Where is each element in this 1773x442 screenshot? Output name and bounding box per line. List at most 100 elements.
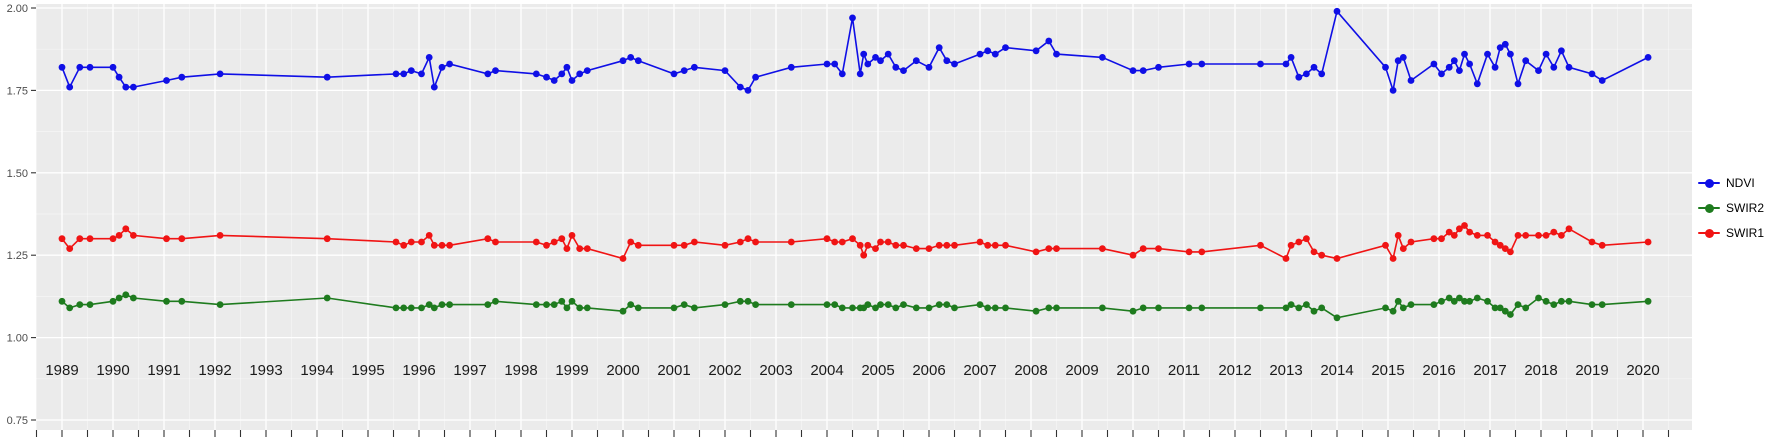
point-ndvi — [1053, 50, 1060, 58]
point-ndvi — [1450, 57, 1458, 65]
point-ndvi — [984, 47, 992, 55]
point-ndvi — [849, 14, 856, 22]
point-ndvi — [425, 54, 433, 61]
point-swir1 — [178, 235, 186, 243]
x-tick-label: 2012 — [1218, 362, 1251, 379]
point-swir1 — [1333, 255, 1341, 262]
point-ndvi — [900, 67, 907, 74]
point-swir2 — [1535, 294, 1542, 302]
x-tick-label: 2001 — [657, 362, 690, 379]
point-swir1 — [1461, 222, 1468, 229]
point-swir1 — [216, 232, 224, 239]
point-swir1 — [752, 238, 759, 246]
point-ndvi — [1155, 63, 1162, 71]
x-tick-label: 2014 — [1320, 362, 1353, 379]
point-swir2 — [66, 304, 74, 312]
point-swir1 — [1287, 241, 1295, 249]
point-swir1 — [1139, 245, 1147, 253]
point-swir1 — [823, 235, 831, 243]
point-ndvi — [1550, 63, 1558, 71]
point-swir2 — [900, 301, 907, 308]
x-tick-label: 1999 — [555, 362, 588, 379]
point-swir1 — [925, 245, 933, 253]
point-ndvi — [484, 70, 492, 78]
point-swir2 — [122, 291, 130, 299]
point-swir1 — [1399, 245, 1407, 253]
point-swir2 — [721, 301, 729, 308]
point-swir2 — [831, 301, 839, 308]
point-ndvi — [823, 60, 831, 68]
point-swir2 — [872, 304, 879, 312]
chart-legend: NDVI SWIR2 SWIR1 — [1698, 175, 1764, 241]
point-ndvi — [1257, 60, 1264, 68]
x-tick-label: 2003 — [759, 362, 792, 379]
x-tick-label: 2008 — [1014, 362, 1047, 379]
point-ndvi — [1282, 60, 1290, 68]
point-swir1 — [976, 238, 984, 246]
x-tick-label: 2010 — [1116, 362, 1149, 379]
point-swir2 — [884, 301, 892, 308]
x-tick-label: 2013 — [1269, 362, 1302, 379]
point-swir1 — [900, 241, 907, 249]
x-tick-label: 2016 — [1422, 362, 1455, 379]
point-ndvi — [1099, 54, 1106, 61]
x-tick-label: 2020 — [1626, 362, 1659, 379]
point-swir2 — [935, 301, 943, 308]
point-ndvi — [627, 54, 635, 61]
point-swir2 — [550, 301, 558, 308]
point-swir2 — [1333, 314, 1341, 322]
point-swir1 — [1565, 225, 1573, 233]
point-swir1 — [418, 238, 425, 246]
point-swir1 — [1644, 238, 1652, 246]
plot-panel — [36, 4, 1692, 430]
point-swir1 — [1501, 245, 1509, 253]
point-swir1 — [76, 235, 84, 243]
point-swir2 — [1407, 301, 1415, 308]
legend-label-ndvi: NDVI — [1726, 176, 1755, 190]
point-swir2 — [943, 301, 951, 308]
x-tick-label: 1996 — [402, 362, 435, 379]
point-ndvi — [864, 60, 872, 68]
point-ndvi — [787, 63, 795, 71]
point-ndvi — [1514, 80, 1522, 88]
y-tick-label: 2.00 — [7, 3, 28, 15]
point-swir2 — [1598, 301, 1606, 308]
point-swir2 — [1550, 301, 1558, 308]
point-swir2 — [1542, 297, 1550, 305]
point-swir2 — [1491, 304, 1499, 312]
legend-key-swir2 — [1698, 201, 1720, 215]
point-swir1 — [831, 238, 839, 246]
point-swir1 — [670, 241, 678, 249]
point-swir2 — [1394, 297, 1402, 305]
point-ndvi — [563, 63, 571, 71]
point-swir2 — [392, 304, 400, 312]
point-swir1 — [736, 238, 744, 246]
point-ndvi — [856, 70, 864, 78]
point-swir1 — [1185, 248, 1193, 256]
point-swir2 — [1430, 301, 1438, 308]
point-ndvi — [1310, 63, 1318, 71]
point-swir2 — [619, 307, 627, 315]
point-swir2 — [680, 301, 688, 308]
point-ndvi — [1456, 67, 1463, 74]
point-ndvi — [122, 83, 130, 91]
point-ndvi — [1129, 67, 1137, 74]
x-tick-label: 2000 — [606, 362, 639, 379]
point-swir2 — [1399, 304, 1407, 312]
point-swir1 — [951, 241, 958, 249]
x-tick-label: 1992 — [198, 362, 231, 379]
y-tick-label: 1.25 — [7, 250, 28, 262]
point-swir1 — [1496, 241, 1504, 249]
point-ndvi — [1484, 50, 1491, 58]
point-swir1 — [991, 241, 999, 249]
point-swir2 — [892, 304, 900, 312]
point-ndvi — [1542, 50, 1550, 58]
point-ndvi — [576, 70, 584, 78]
point-ndvi — [991, 50, 999, 58]
point-ndvi — [1333, 7, 1341, 15]
x-tick-label: 1990 — [96, 362, 129, 379]
point-swir2 — [744, 297, 752, 305]
point-swir2 — [912, 304, 920, 312]
point-ndvi — [1588, 70, 1596, 78]
point-swir1 — [532, 238, 540, 246]
